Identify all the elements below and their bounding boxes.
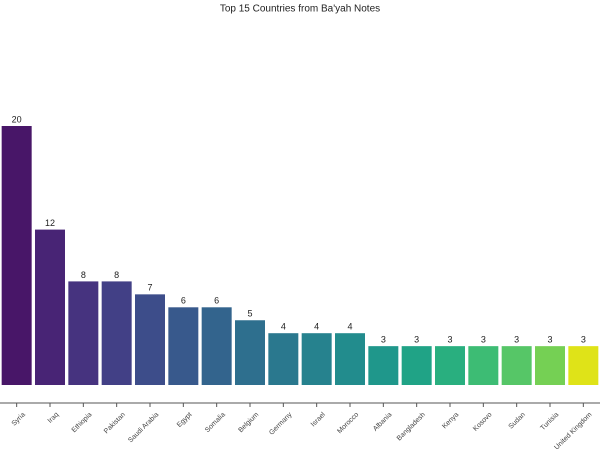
x-tick-label: Syria bbox=[11, 411, 27, 427]
bar bbox=[101, 281, 132, 385]
bar bbox=[235, 320, 265, 385]
value-label: 8 bbox=[81, 270, 86, 280]
bar bbox=[35, 229, 65, 385]
x-tick-label: Tunisia bbox=[540, 411, 561, 432]
value-label: 3 bbox=[381, 335, 386, 345]
value-label: 4 bbox=[314, 322, 319, 332]
bar bbox=[168, 307, 199, 385]
bar bbox=[301, 333, 332, 385]
x-tick-label: Morocco bbox=[336, 411, 360, 435]
bar bbox=[68, 281, 99, 385]
x-tick-label: Israel bbox=[310, 411, 327, 428]
value-label: 3 bbox=[547, 335, 552, 345]
value-label: 20 bbox=[12, 114, 22, 124]
x-tick-label: Kosovo bbox=[472, 411, 494, 433]
value-label: 3 bbox=[581, 335, 586, 345]
x-tick-label: Bangladesh bbox=[396, 411, 427, 442]
bar bbox=[335, 333, 365, 385]
bar bbox=[501, 346, 532, 385]
bar bbox=[435, 346, 465, 385]
chart-title: Top 15 Countries from Ba'yah Notes bbox=[220, 4, 380, 15]
bar bbox=[401, 346, 432, 385]
bar bbox=[135, 294, 165, 385]
x-tick-label: Sudan bbox=[508, 411, 527, 430]
x-tick-label: Saudi Arabia bbox=[127, 411, 160, 444]
x-tick-label: Iraq bbox=[47, 411, 61, 425]
bar bbox=[268, 333, 299, 385]
x-tick-label: Somalia bbox=[204, 411, 227, 434]
value-label: 12 bbox=[45, 218, 55, 228]
value-label: 3 bbox=[481, 335, 486, 345]
value-label: 6 bbox=[181, 296, 186, 306]
x-tick-label: Kenya bbox=[441, 411, 460, 430]
value-label: 4 bbox=[347, 322, 352, 332]
x-tick-label: Egypt bbox=[176, 411, 194, 429]
x-tick-label: Albania bbox=[372, 411, 394, 433]
value-label: 5 bbox=[247, 309, 252, 319]
x-tick-label: Germany bbox=[268, 411, 294, 437]
value-label: 8 bbox=[114, 270, 119, 280]
value-label: 6 bbox=[214, 296, 219, 306]
value-label: 7 bbox=[147, 283, 152, 293]
value-label: 3 bbox=[514, 335, 519, 345]
x-tick-label: Belgium bbox=[237, 411, 260, 434]
bar bbox=[535, 346, 565, 385]
x-tick-label: Ethiopia bbox=[71, 411, 94, 434]
value-label: 4 bbox=[281, 322, 286, 332]
bar bbox=[201, 307, 232, 385]
bar bbox=[368, 346, 399, 385]
bar bbox=[468, 346, 499, 385]
bar bbox=[568, 346, 599, 385]
value-label: 3 bbox=[447, 335, 452, 345]
x-tick-label: Pakistan bbox=[103, 411, 127, 435]
value-label: 3 bbox=[414, 335, 419, 345]
bar bbox=[1, 126, 32, 385]
